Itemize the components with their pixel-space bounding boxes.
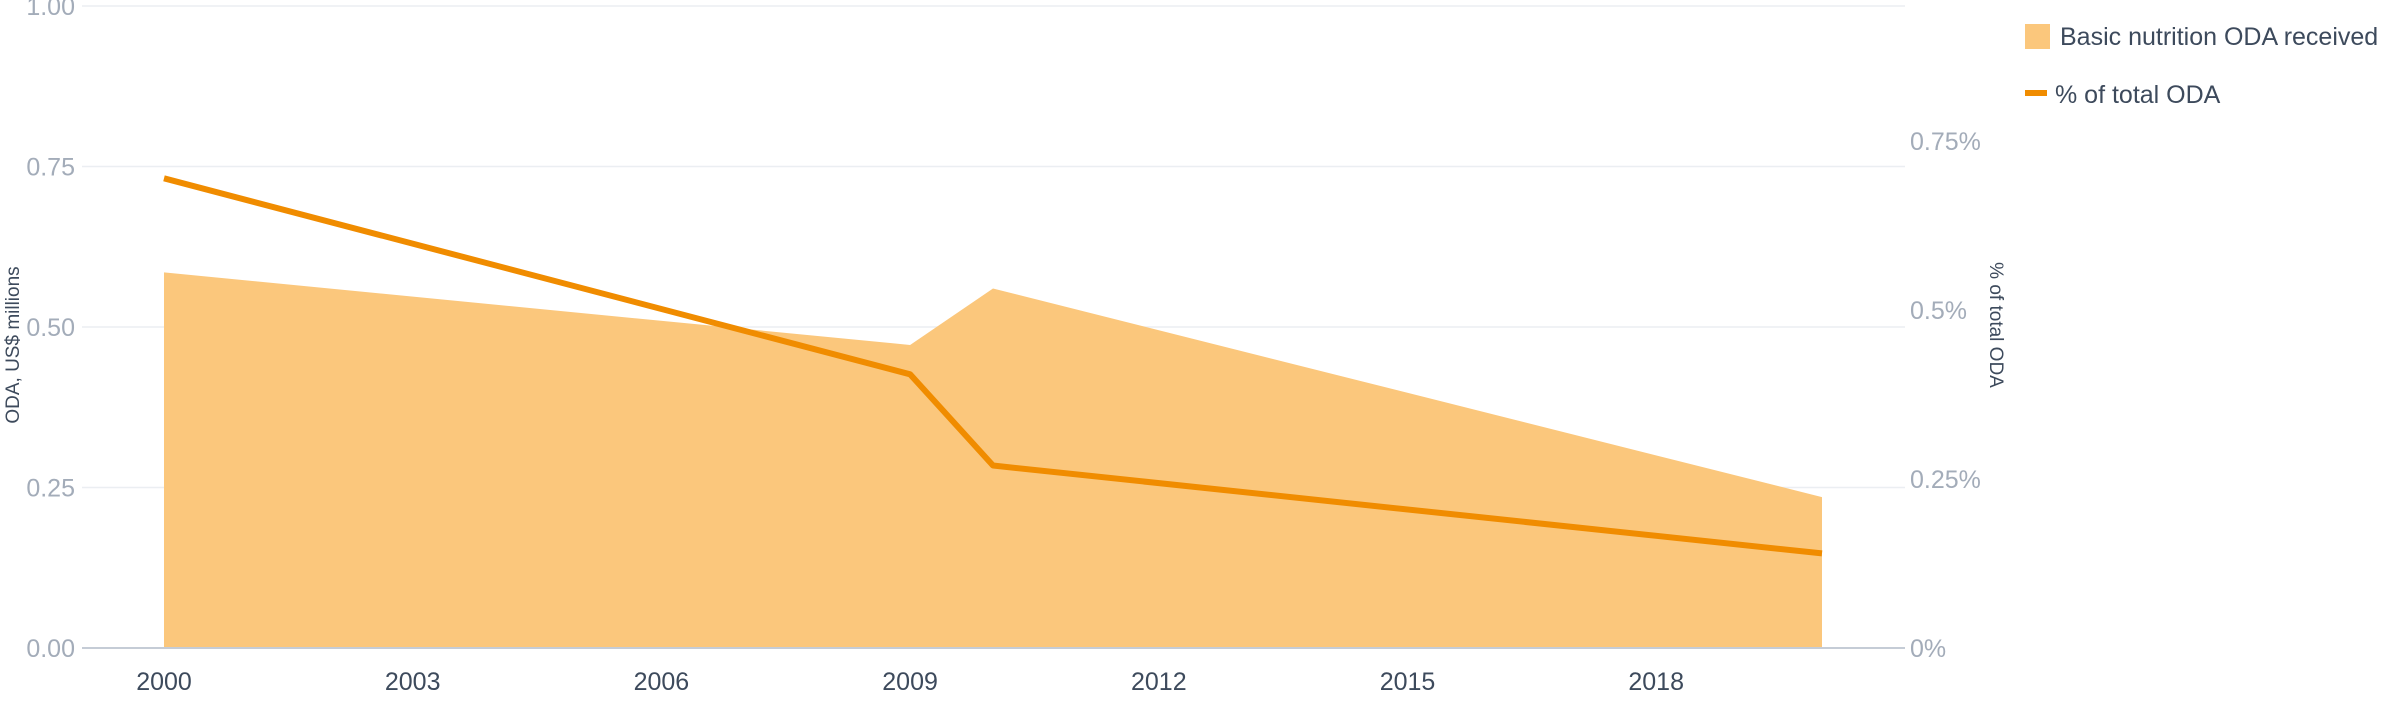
x-tick-label: 2015	[1380, 668, 1436, 696]
y-right-tick-label: 0.25%	[1910, 466, 1981, 494]
y-left-tick-label: 0.00	[26, 635, 75, 663]
x-tick-label: 2009	[882, 668, 938, 696]
y-axis-left-title: ODA, US$ millions	[3, 266, 24, 423]
x-tick-label: 2003	[385, 668, 441, 696]
legend-swatch-area	[2025, 24, 2050, 49]
legend-item-line[interactable]: % of total ODA	[2025, 81, 2221, 109]
y-left-tick-label: 1.00	[26, 0, 75, 21]
y-right-tick-label: 0.75%	[1910, 128, 1981, 156]
area-basic-nutrition-oda[interactable]	[164, 272, 1822, 648]
y-left-tick-label: 0.75	[26, 154, 75, 182]
legend: Basic nutrition ODA received % of total …	[2025, 23, 2378, 109]
axes: 0.00 0.25 0.50 0.75 1.00 0% 0.25% 0.5% 0.75% 2000…	[26, 0, 1981, 696]
y-right-tick-label: 0.5%	[1910, 297, 1967, 325]
y-axis-right-title: % of total ODA	[1985, 262, 2006, 388]
line-pct-total-oda[interactable]	[163, 175, 1823, 557]
legend-label-line: % of total ODA	[2055, 81, 2221, 109]
area-series	[164, 272, 1822, 648]
y-left-tick-label: 0.25	[26, 475, 75, 503]
x-tick-label: 2006	[634, 668, 690, 696]
legend-label-area: Basic nutrition ODA received	[2060, 23, 2378, 51]
legend-swatch-line	[2025, 90, 2047, 96]
x-tick-label: 2012	[1131, 668, 1187, 696]
line-series	[163, 175, 1823, 557]
y-right-tick-label: 0%	[1910, 635, 1946, 663]
x-tick-label: 2018	[1628, 668, 1684, 696]
y-left-tick-label: 0.50	[26, 314, 75, 342]
x-tick-label: 2000	[136, 668, 192, 696]
legend-item-area[interactable]: Basic nutrition ODA received	[2025, 23, 2378, 51]
